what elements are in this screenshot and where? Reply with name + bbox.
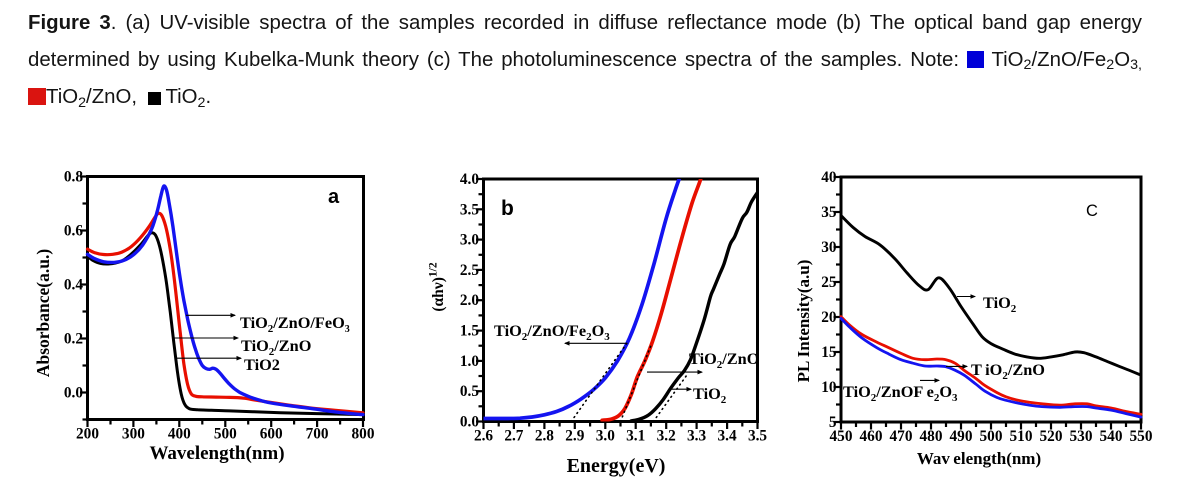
- svg-text:3.0: 3.0: [460, 232, 479, 249]
- svg-text:3.0: 3.0: [596, 428, 615, 445]
- svg-text:Energy(eV): Energy(eV): [567, 455, 666, 477]
- svg-text:25: 25: [821, 274, 837, 291]
- svg-text:TiO2/ZnO: TiO2/ZnO: [241, 336, 311, 358]
- svg-text:4.0: 4.0: [460, 171, 479, 188]
- svg-text:TiO2: TiO2: [244, 355, 280, 374]
- svg-text:C: C: [1086, 202, 1098, 220]
- svg-text:200: 200: [76, 426, 99, 443]
- svg-text:1.5: 1.5: [460, 323, 479, 340]
- svg-text:480: 480: [920, 428, 943, 445]
- svg-text:460: 460: [860, 428, 883, 445]
- svg-text:TiO2/ZnOF e2O3: TiO2/ZnOF e2O3: [843, 382, 958, 404]
- svg-text:3.5: 3.5: [460, 201, 479, 218]
- svg-text:Wavelength(nm): Wavelength(nm): [149, 443, 284, 464]
- svg-text:35: 35: [821, 204, 837, 221]
- svg-text:300: 300: [122, 426, 145, 443]
- svg-text:TiO2/ZnO: TiO2/ZnO: [689, 349, 759, 371]
- svg-text:550: 550: [1130, 428, 1153, 445]
- svg-text:2.7: 2.7: [504, 428, 523, 445]
- svg-text:1.0: 1.0: [460, 353, 479, 370]
- svg-text:2.8: 2.8: [535, 428, 554, 445]
- svg-text:3.2: 3.2: [657, 428, 676, 445]
- svg-text:3.4: 3.4: [718, 428, 737, 445]
- svg-text:Wav elength(nm): Wav elength(nm): [917, 449, 1041, 468]
- svg-text:b: b: [501, 197, 514, 220]
- svg-text:500: 500: [980, 428, 1003, 445]
- svg-text:520: 520: [1040, 428, 1063, 445]
- svg-text:TiO2: TiO2: [983, 293, 1017, 315]
- svg-text:540: 540: [1100, 428, 1123, 445]
- svg-text:0.2: 0.2: [64, 331, 83, 348]
- svg-text:0.5: 0.5: [460, 383, 479, 400]
- svg-text:700: 700: [306, 426, 329, 443]
- svg-text:TiO2: TiO2: [693, 384, 727, 406]
- svg-text:0.0: 0.0: [460, 414, 479, 431]
- svg-text:2.0: 2.0: [460, 292, 479, 309]
- svg-text:600: 600: [260, 426, 283, 443]
- svg-text:470: 470: [890, 428, 913, 445]
- svg-text:10: 10: [821, 379, 837, 396]
- svg-text:0.6: 0.6: [64, 223, 83, 240]
- svg-text:T iO2/ZnO: T iO2/ZnO: [971, 360, 1045, 382]
- svg-text:2.6: 2.6: [474, 428, 493, 445]
- svg-text:3.5: 3.5: [748, 428, 767, 445]
- svg-text:510: 510: [1010, 428, 1033, 445]
- svg-text:2.9: 2.9: [565, 428, 584, 445]
- svg-text:(αhν)1/2: (αhν)1/2: [428, 262, 448, 311]
- svg-text:2.5: 2.5: [460, 262, 479, 279]
- svg-text:20: 20: [821, 309, 837, 326]
- svg-text:0.8: 0.8: [64, 169, 83, 186]
- svg-text:800: 800: [352, 426, 375, 443]
- svg-text:Absorbance(a.u.): Absorbance(a.u.): [33, 249, 53, 378]
- svg-text:3.3: 3.3: [687, 428, 706, 445]
- svg-text:PL Intensity(a.u): PL Intensity(a.u): [794, 260, 813, 383]
- svg-text:TiO2/ZnO/Fe2O3: TiO2/ZnO/Fe2O3: [494, 321, 610, 343]
- svg-text:450: 450: [830, 428, 853, 445]
- svg-text:30: 30: [821, 239, 837, 256]
- svg-text:40: 40: [821, 169, 837, 186]
- svg-text:400: 400: [168, 426, 191, 443]
- svg-text:0.0: 0.0: [64, 385, 83, 402]
- svg-text:5: 5: [829, 414, 837, 431]
- svg-text:0.4: 0.4: [64, 277, 83, 294]
- svg-text:a: a: [328, 186, 340, 208]
- svg-text:500: 500: [214, 426, 237, 443]
- svg-text:15: 15: [821, 344, 837, 361]
- svg-text:530: 530: [1070, 428, 1093, 445]
- svg-text:490: 490: [950, 428, 973, 445]
- svg-text:3.1: 3.1: [626, 428, 645, 445]
- svg-text:TiO2/ZnO/FeO3: TiO2/ZnO/FeO3: [240, 313, 350, 335]
